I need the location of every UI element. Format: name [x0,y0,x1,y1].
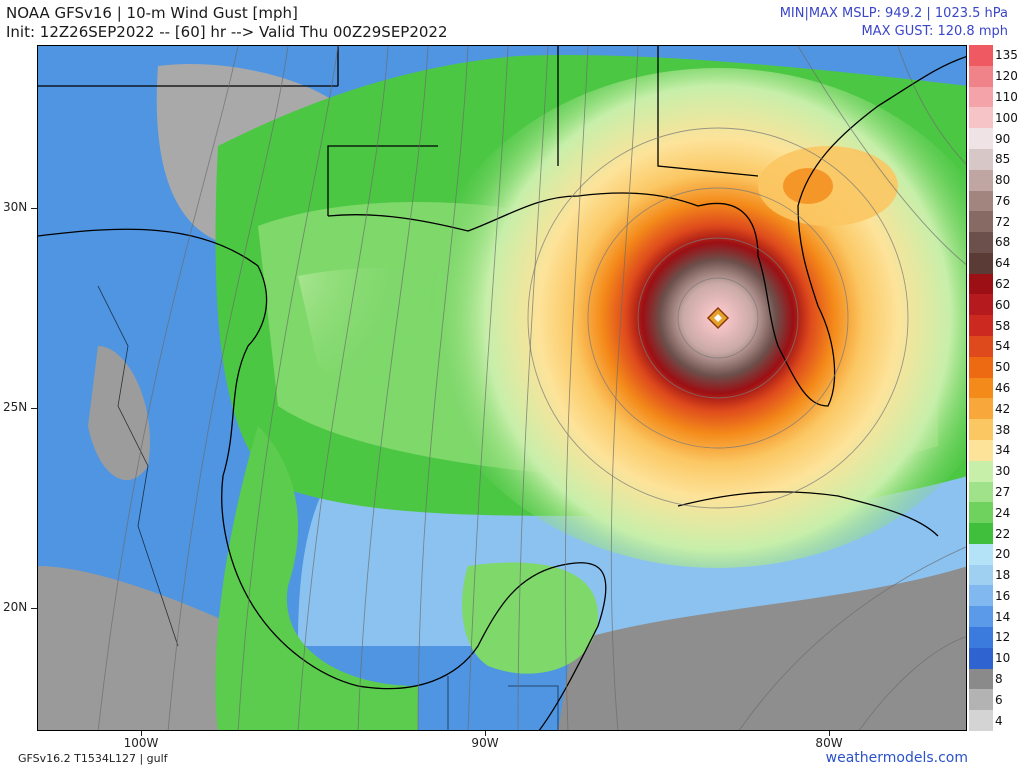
lat-tick [31,408,37,409]
colorbar-swatch [969,460,993,483]
lat-label-20n: 20N [3,600,28,614]
run-info: Init: 12Z26SEP2022 -- [60] hr --> Valid … [6,23,448,41]
colorbar-label: 42 [995,401,1011,416]
colorbar-label: 34 [995,443,1011,458]
colorbar-swatch [969,377,993,399]
colorbar-label: 54 [995,339,1011,354]
colorbar-label: 14 [995,609,1011,624]
colorbar-label: 22 [995,526,1011,541]
colorbar-label: 30 [995,464,1011,479]
colorbar-label: 58 [995,318,1011,333]
colorbar-swatch [969,232,993,254]
colorbar-swatch [969,481,993,503]
colorbar-label: 110 [995,89,1018,104]
colorbar-swatch [969,523,993,545]
colorbar-label: 85 [995,152,1011,167]
colorbar-swatch [969,294,993,316]
colorbar-label: 10 [995,651,1011,666]
colorbar-label: 90 [995,131,1011,146]
colorbar-label: 135 [995,48,1018,63]
colorbar-swatch [969,336,993,358]
colorbar-swatch [969,107,993,129]
colorbar-swatch [969,315,993,337]
lon-tick [829,731,830,736]
colorbar-swatch [969,606,993,628]
map-canvas [38,46,966,730]
colorbar-label: 64 [995,256,1011,271]
colorbar-swatch [969,398,993,420]
colorbar-swatch [969,169,993,191]
colorbar-label: 80 [995,173,1011,188]
colorbar-label: 60 [995,297,1011,312]
colorbar-label: 100 [995,110,1018,125]
colorbar-swatch [969,564,993,586]
colorbar-swatch [969,190,993,212]
colorbar-label: 24 [995,505,1011,520]
colorbar-swatch [969,647,993,670]
colorbar-label: 76 [995,193,1011,208]
colorbar-label: 20 [995,547,1011,562]
colorbar-swatch [969,148,993,171]
colorbar-swatch [969,273,993,295]
colorbar-label: 68 [995,235,1011,250]
colorbar [969,45,993,732]
colorbar-swatch [969,689,993,711]
colorbar-label: 4 [995,713,1003,728]
colorbar-swatch [969,86,993,108]
colorbar-label: 27 [995,484,1011,499]
colorbar-swatch [969,211,993,233]
colorbar-label: 6 [995,692,1003,707]
colorbar-swatch [969,502,993,524]
source-link[interactable]: weathermodels.com [825,750,968,766]
colorbar-label: 46 [995,381,1011,395]
lon-label-80w: 80W [815,736,843,750]
colorbar-label: 72 [995,214,1011,229]
colorbar-label: 16 [995,588,1011,603]
colorbar-label: 62 [995,277,1011,292]
colorbar-swatch [969,128,993,150]
colorbar-label: 120 [995,69,1018,84]
mslp-range: MIN|MAX MSLP: 949.2 | 1023.5 hPa [779,6,1008,21]
lon-tick [141,731,142,736]
lat-label-25n: 25N [3,400,28,414]
hurricane-eye [706,306,730,330]
lon-label-100w: 100W [123,736,159,750]
colorbar-swatch [969,65,993,88]
colorbar-label: 38 [995,422,1011,437]
model-info: GFSv16.2 T1534L127 | gulf [18,752,168,765]
colorbar-swatch [969,627,993,649]
wind-gust-map [37,45,967,731]
colorbar-swatch [969,419,993,441]
colorbar-swatch [969,252,993,275]
colorbar-swatch [969,543,993,566]
colorbar-swatch [969,356,993,379]
lon-label-90w: 90W [471,736,499,750]
colorbar-swatch [969,45,993,67]
lat-tick [31,608,37,609]
colorbar-swatch [969,439,993,462]
lat-label-30n: 30N [3,200,28,214]
colorbar-label: 12 [995,630,1011,645]
colorbar-label: 8 [995,672,1003,687]
lat-tick [31,208,37,209]
lon-tick [485,731,486,736]
map-title: NOAA GFSv16 | 10-m Wind Gust [mph] [6,4,298,22]
colorbar-label: 50 [995,360,1011,375]
colorbar-label: 18 [995,568,1011,583]
colorbar-swatch [969,710,993,732]
max-gust: MAX GUST: 120.8 mph [861,24,1008,39]
colorbar-swatch [969,585,993,607]
colorbar-swatch [969,668,993,690]
